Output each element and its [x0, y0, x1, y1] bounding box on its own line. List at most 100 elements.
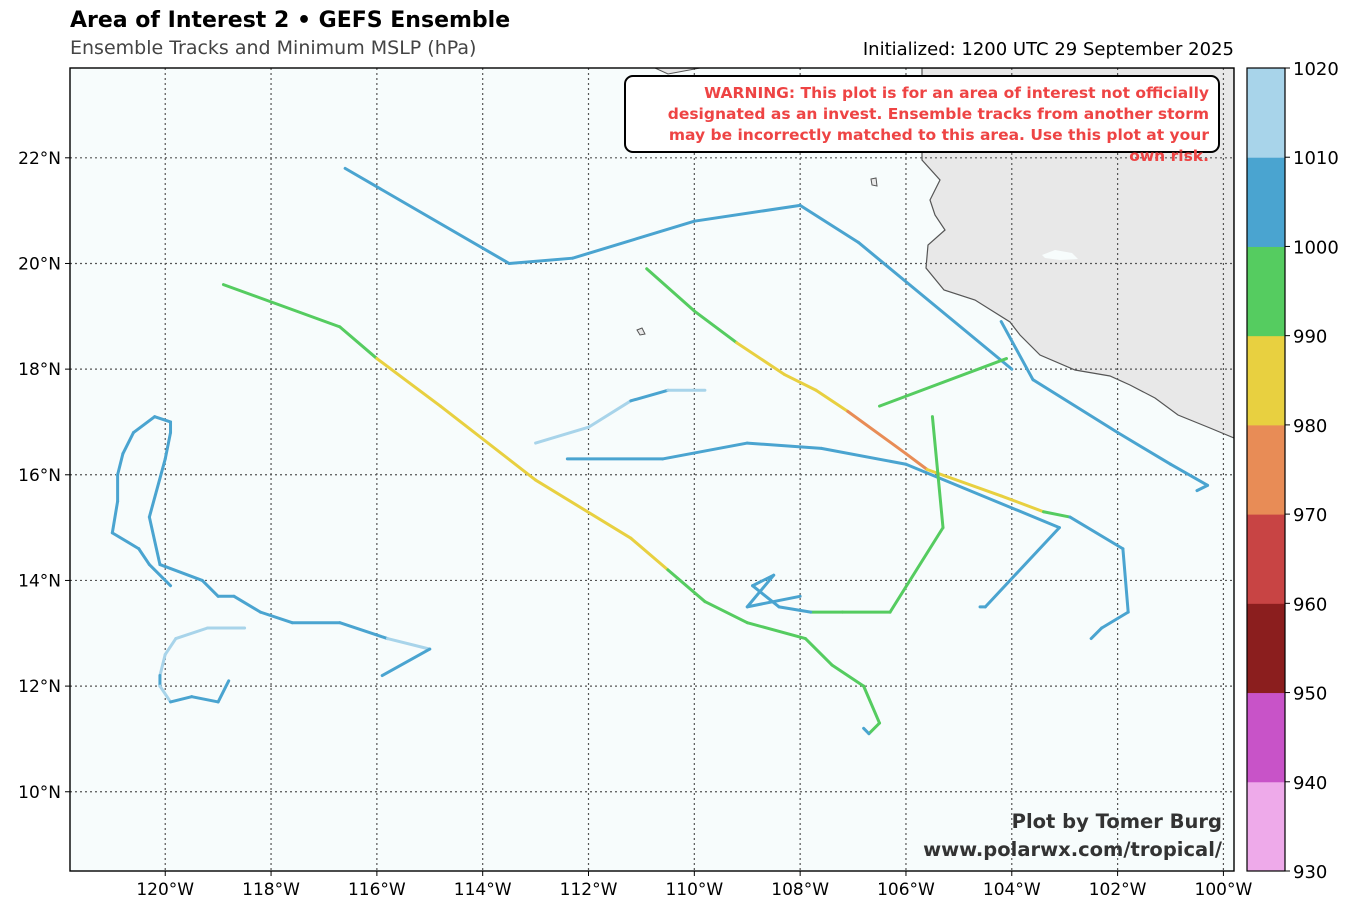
- colorbar-segment: [1247, 246, 1285, 337]
- lat-tick-label: 10°N: [18, 783, 61, 803]
- colorbar-segment: [1247, 335, 1285, 426]
- track-segment: [153, 415, 173, 424]
- colorbar-segment: [1247, 424, 1285, 515]
- colorbar-tick-label: 1020: [1293, 59, 1339, 80]
- track-segment: [216, 679, 231, 704]
- track-segment: [888, 526, 945, 614]
- track-segment: [983, 526, 1061, 609]
- lat-tick-label: 22°N: [18, 149, 61, 169]
- colorbar-segment: [1247, 68, 1285, 158]
- lon-tick-label: 106°W: [877, 880, 935, 900]
- track-segment: [507, 256, 575, 265]
- colorbar: 930 940 950 960 970 980 990 1000 1010 1020: [1246, 59, 1339, 883]
- map-frame: [69, 67, 1235, 872]
- track-segment: [904, 462, 1061, 530]
- credit-url: www.polarwx.com/tropical/: [923, 838, 1222, 861]
- track-segment: [629, 388, 670, 403]
- track-segment: [999, 494, 1046, 514]
- track-segment: [190, 695, 220, 704]
- track-segment: [692, 203, 802, 223]
- track-segment: [803, 637, 834, 667]
- track-segment: [745, 573, 776, 609]
- track-segment: [380, 647, 432, 678]
- colorbar-segment: [1247, 781, 1285, 872]
- track-segment: [1169, 462, 1210, 487]
- track-segment: [925, 468, 1003, 498]
- lon-tick-label: 118°W: [242, 880, 300, 900]
- track-segment: [163, 637, 178, 656]
- track-segment: [147, 563, 173, 588]
- ensemble-tracks: [110, 166, 1210, 736]
- track-segment: [385, 637, 432, 651]
- chart-subtitle: Ensemble Tracks and Minimum MSLP (hPa): [70, 37, 477, 59]
- track-segment: [169, 695, 194, 704]
- track-segment: [798, 203, 860, 244]
- chart-title: Area of Interest 2 • GEFS Ensemble: [70, 8, 511, 33]
- track-segment: [1089, 626, 1104, 641]
- lat-tick-label: 14°N: [18, 571, 61, 591]
- track-segment: [745, 621, 807, 641]
- colorbar-tick-label: 1010: [1293, 148, 1339, 169]
- ensemble-track-6: [878, 357, 1008, 408]
- track-segment: [666, 568, 707, 604]
- track-segment: [629, 536, 670, 572]
- track-segment: [692, 309, 739, 345]
- track-segment: [735, 341, 786, 376]
- track-segment: [999, 320, 1035, 382]
- track-segment: [221, 283, 342, 329]
- mexico-coastline: [654, 68, 701, 75]
- track-segment: [438, 404, 538, 482]
- gridlines: [70, 68, 1234, 871]
- track-segment: [110, 531, 141, 551]
- track-segment: [814, 388, 850, 413]
- lon-tick-label: 104°W: [983, 880, 1041, 900]
- colorbar-tick-label: 970: [1293, 505, 1327, 526]
- track-segment: [830, 663, 866, 688]
- colorbar-tick-label: 980: [1293, 416, 1327, 437]
- colorbar-frame: [1246, 67, 1286, 872]
- track-segment: [232, 594, 262, 614]
- colorbar-segment: [1247, 157, 1285, 247]
- track-segment: [534, 478, 633, 540]
- track-segment: [163, 431, 173, 461]
- lake: [1042, 250, 1078, 260]
- track-segment: [867, 721, 882, 736]
- track-segment: [1121, 547, 1130, 614]
- ensemble-track-1: [343, 166, 1014, 371]
- track-segment: [343, 166, 511, 265]
- initialized-time: Initialized: 1200 UTC 29 September 2025: [862, 39, 1234, 60]
- ensemble-track-5: [565, 441, 1061, 609]
- ensemble-track-3: [221, 283, 882, 736]
- ensemble-track-2: [999, 320, 1210, 493]
- track-segment: [904, 452, 929, 471]
- ensemble-track-9: [110, 415, 432, 678]
- track-segment: [338, 325, 379, 361]
- lat-tick-label: 16°N: [18, 466, 61, 486]
- track-segment: [158, 563, 204, 582]
- lon-tick-label: 114°W: [454, 880, 512, 900]
- track-segment: [751, 573, 776, 588]
- lon-tick-label: 116°W: [348, 880, 406, 900]
- track-segment: [1042, 510, 1072, 519]
- colorbar-segment: [1247, 603, 1285, 694]
- lon-tick-label: 110°W: [665, 880, 723, 900]
- track-segment: [862, 726, 871, 736]
- track-segment: [158, 652, 167, 678]
- track-segment: [131, 415, 157, 435]
- lat-tick-label: 18°N: [18, 360, 61, 380]
- track-segment: [745, 594, 802, 609]
- ensemble-track-4: [645, 267, 1130, 641]
- track-segment: [745, 441, 823, 450]
- mexico-land: [921, 68, 1234, 439]
- track-segment: [1068, 515, 1125, 551]
- track-segment: [137, 547, 151, 567]
- track-segment: [777, 605, 813, 614]
- colorbar-segment: [1247, 692, 1285, 783]
- track-segment: [661, 441, 749, 461]
- ensemble-track-8: [534, 388, 707, 445]
- track-segment: [116, 452, 125, 477]
- colorbar-tick-label: 950: [1293, 684, 1327, 705]
- lat-tick-label: 20°N: [18, 254, 61, 274]
- ensemble-track-10: [158, 626, 247, 704]
- track-segment: [878, 357, 1008, 408]
